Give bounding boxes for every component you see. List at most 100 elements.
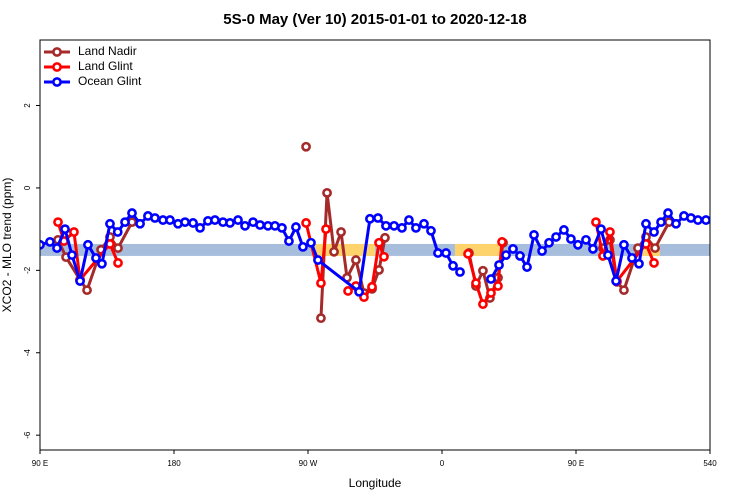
data-point	[573, 239, 583, 250]
data-point	[619, 239, 629, 250]
data-point	[649, 227, 659, 237]
data-point	[284, 236, 294, 246]
data-point	[508, 244, 518, 254]
data-point	[671, 218, 681, 229]
data-point	[53, 217, 63, 228]
data-point	[316, 278, 326, 289]
data-point	[277, 222, 287, 233]
data-point	[379, 251, 389, 262]
legend-label: Land Nadir	[78, 44, 137, 58]
data-point	[240, 220, 250, 231]
data-point	[455, 267, 465, 277]
data-point	[52, 243, 62, 253]
data-point	[588, 244, 598, 254]
data-point	[127, 208, 137, 218]
data-point	[343, 286, 353, 296]
data-point	[67, 250, 77, 260]
band-highlight	[314, 243, 375, 256]
data-point	[497, 237, 507, 247]
data-point	[650, 243, 660, 253]
x-tick-label: 90 W	[299, 459, 318, 468]
data-point	[113, 243, 123, 253]
data-point	[298, 241, 308, 252]
data-point	[291, 222, 301, 232]
data-point	[603, 250, 613, 260]
data-point	[188, 218, 198, 228]
data-point	[381, 220, 391, 231]
chart-title: 5S-0 May (Ver 10) 2015-01-01 to 2020-12-…	[223, 11, 527, 28]
data-point	[165, 215, 175, 225]
data-point	[97, 258, 107, 269]
data-point	[478, 265, 488, 276]
data-point	[336, 227, 346, 237]
data-point	[75, 276, 85, 286]
data-point	[83, 239, 93, 250]
y-tick-label: -6	[23, 431, 32, 439]
data-point	[529, 230, 539, 240]
data-point	[404, 215, 414, 225]
data-point	[180, 217, 190, 228]
data-point	[135, 218, 145, 229]
x-axis-label: Longitude	[349, 476, 402, 490]
x-tick-label: 90 E	[32, 459, 48, 468]
data-point	[493, 281, 503, 291]
data-point	[411, 222, 421, 233]
y-tick-label: 2	[23, 103, 32, 108]
data-point	[150, 213, 160, 223]
data-point	[316, 313, 326, 324]
data-point	[301, 218, 311, 228]
data-point	[313, 255, 323, 265]
series-line	[56, 191, 671, 319]
x-tick-label: 540	[703, 459, 717, 468]
data-point	[351, 255, 361, 265]
x-tick-label: 90 E	[568, 459, 584, 468]
data-point	[113, 258, 123, 268]
data-point	[321, 224, 331, 235]
data-point	[419, 218, 429, 229]
data-point	[233, 215, 243, 225]
data-point	[373, 213, 383, 223]
data-point	[486, 274, 496, 284]
y-tick-label: 0	[23, 185, 32, 190]
data-point	[441, 248, 451, 258]
data-point	[663, 208, 673, 218]
x-tick-label: 180	[167, 459, 181, 468]
data-point	[581, 234, 591, 245]
data-point	[494, 260, 504, 270]
data-point	[448, 260, 458, 271]
data-point	[544, 237, 554, 248]
data-point	[195, 222, 205, 233]
legend-marker	[52, 62, 62, 72]
data-point	[559, 225, 569, 235]
plot-frame	[39, 39, 711, 451]
data-point	[105, 218, 115, 229]
y-tick-label: -4	[23, 349, 32, 357]
data-point	[471, 278, 481, 289]
x-tick-label: 0	[440, 459, 445, 468]
data-point	[515, 251, 525, 261]
data-point	[374, 237, 384, 248]
data-point	[656, 217, 666, 228]
data-point	[255, 220, 265, 230]
data-point	[649, 258, 659, 268]
data-point	[693, 215, 703, 225]
data-point	[365, 213, 375, 224]
plot	[40, 141, 710, 324]
data-point	[120, 217, 130, 228]
data-point	[354, 286, 364, 297]
data-point	[522, 262, 532, 272]
data-point	[301, 141, 311, 152]
data-point	[701, 215, 710, 225]
legend-label: Ocean Glint	[78, 74, 142, 88]
data-point	[82, 285, 92, 296]
y-axis-label: XCO2 - MLO trend (ppm)	[0, 178, 14, 313]
data-point	[60, 224, 70, 235]
data-point	[611, 276, 621, 286]
data-point	[634, 258, 644, 269]
y-tick-label: -2	[23, 266, 32, 274]
data-point	[537, 246, 547, 256]
data-point	[426, 225, 436, 236]
data-point	[486, 288, 496, 298]
